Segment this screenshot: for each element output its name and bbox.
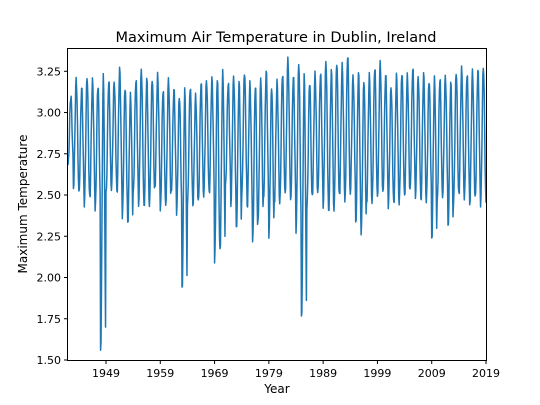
y-tick-label: 2.00 [37, 272, 62, 285]
chart-title: Maximum Air Temperature in Dublin, Irela… [115, 30, 436, 46]
x-tick-label: 1989 [309, 367, 337, 380]
x-tick-label: 1959 [146, 367, 174, 380]
temperature-series-line [68, 56, 486, 351]
x-tick-label: 1949 [92, 367, 120, 380]
y-tick-label: 3.00 [37, 107, 62, 120]
x-tick-label: 2009 [418, 367, 446, 380]
y-tick-label: 2.25 [37, 230, 62, 243]
plot-frame [67, 48, 487, 361]
y-axis: 1.50 1.75 2.00 2.25 2.50 2.75 3.00 3.25 [37, 65, 68, 367]
y-tick-label: 1.75 [37, 313, 62, 326]
y-tick-label: 2.50 [37, 189, 62, 202]
x-tick-label: 1969 [201, 367, 229, 380]
y-tick-label: 1.50 [37, 354, 62, 367]
x-tick-label: 2019 [472, 367, 500, 380]
series-layer [68, 56, 486, 351]
y-axis-label: Maximum Temperature [16, 135, 30, 274]
x-axis-label: Year [263, 382, 289, 396]
x-tick-label: 1999 [363, 367, 391, 380]
y-tick-label: 3.25 [37, 65, 62, 78]
y-tick-label: 2.75 [37, 148, 62, 161]
x-tick-label: 1979 [255, 367, 283, 380]
x-axis: 1949 1959 1969 1979 1989 1999 2009 2019 [92, 360, 500, 380]
